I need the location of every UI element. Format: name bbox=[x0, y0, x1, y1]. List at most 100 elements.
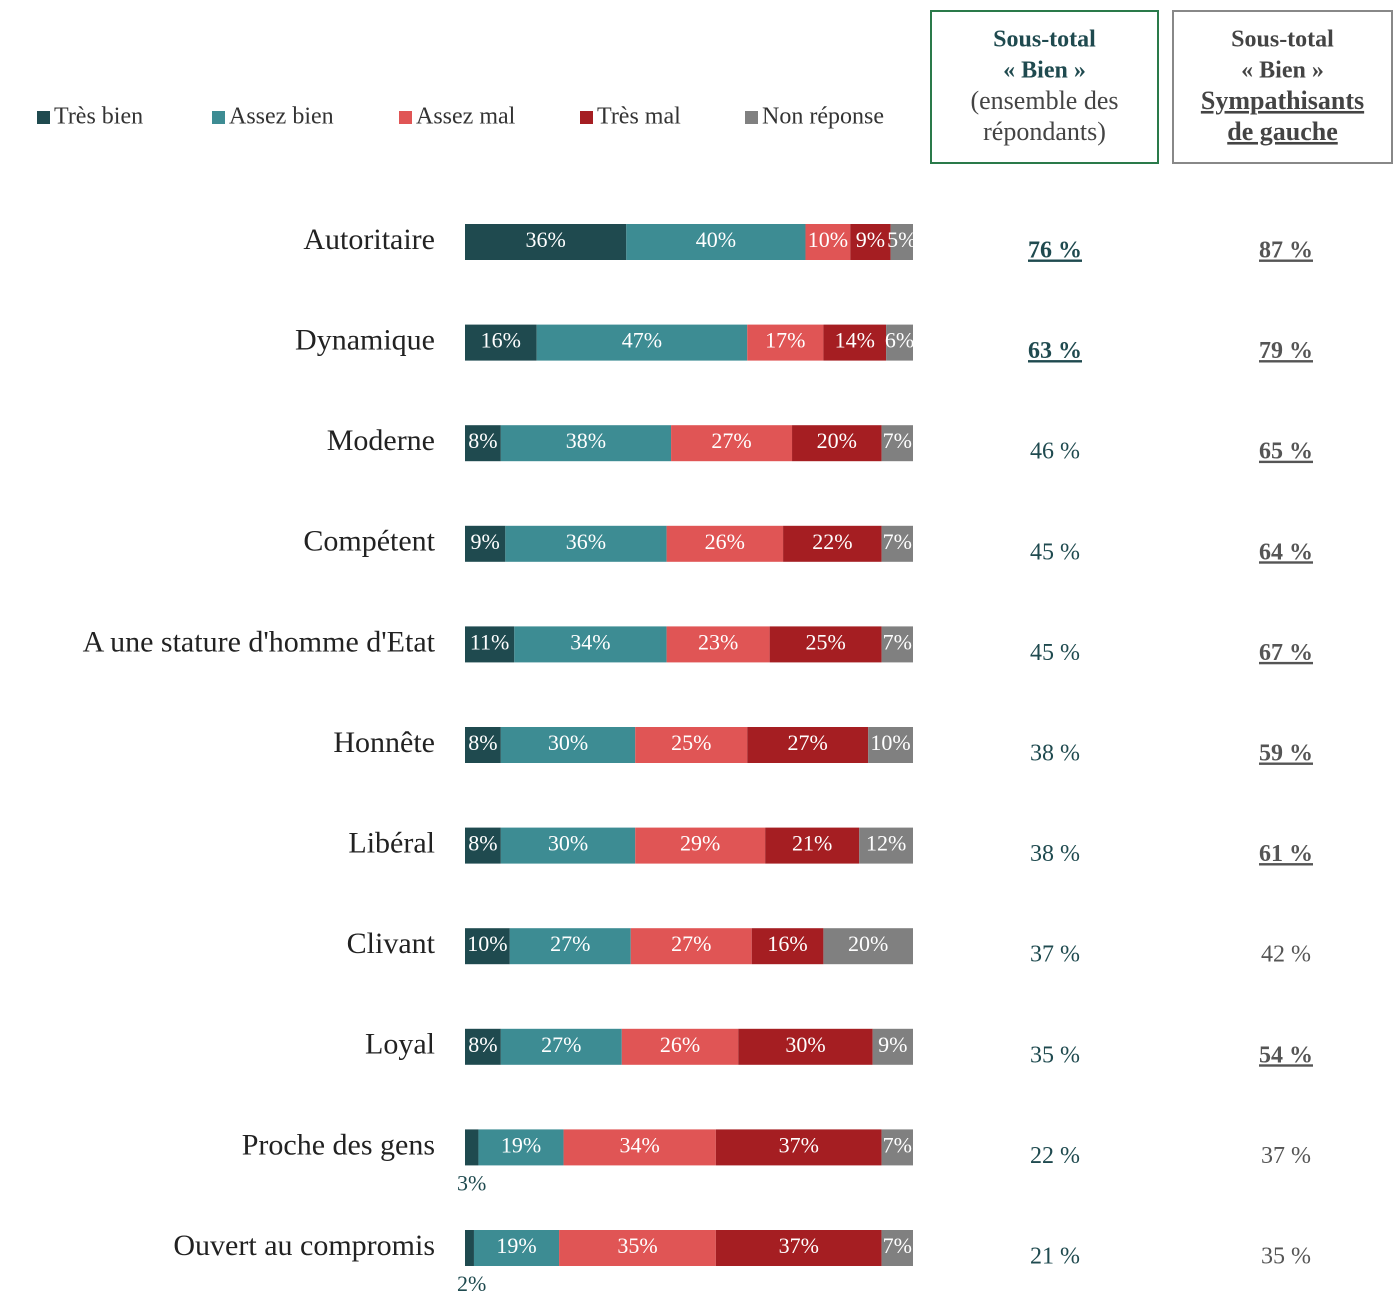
value-label: 11% bbox=[470, 629, 510, 654]
category-label: Dynamique bbox=[295, 323, 435, 356]
subtotal-value: 37 % bbox=[1030, 942, 1080, 968]
column-header-box bbox=[930, 10, 1159, 164]
bar-segment bbox=[671, 425, 793, 462]
bar-segment bbox=[765, 827, 860, 864]
value-label: 19% bbox=[501, 1132, 541, 1157]
value-label: 6% bbox=[885, 328, 914, 353]
category-label: Clivant bbox=[347, 927, 436, 960]
bar-segment bbox=[505, 525, 667, 562]
legend-label: Très mal bbox=[597, 104, 681, 130]
bar-segment bbox=[514, 626, 667, 663]
bar-segment bbox=[465, 626, 515, 663]
category-label: Compétent bbox=[303, 525, 435, 558]
bar-segment bbox=[881, 1129, 913, 1166]
subtotal-value: 64 % bbox=[1259, 539, 1313, 565]
subtotal-value: 45 % bbox=[1030, 539, 1080, 565]
subtotal-value: 79 % bbox=[1259, 338, 1313, 364]
value-label: 47% bbox=[622, 328, 662, 353]
bar-segment bbox=[478, 1129, 564, 1166]
value-label: 36% bbox=[525, 227, 565, 252]
value-label: 25% bbox=[805, 629, 845, 654]
legend-label: Assez mal bbox=[416, 104, 516, 130]
value-label: 36% bbox=[566, 529, 606, 554]
value-label: 21% bbox=[792, 831, 832, 856]
value-label: 27% bbox=[541, 1032, 581, 1057]
bar-segment bbox=[823, 324, 887, 361]
subtotal-value: 42 % bbox=[1261, 942, 1311, 968]
bar-segment bbox=[868, 727, 913, 763]
value-label: 8% bbox=[468, 831, 497, 856]
bar-segment bbox=[886, 324, 913, 361]
bar-segment bbox=[783, 525, 882, 562]
bar-segment bbox=[465, 525, 506, 562]
subtotal-value: 46 % bbox=[1030, 439, 1080, 465]
bar-segment bbox=[872, 1028, 913, 1065]
column-header: « Bien » bbox=[1241, 58, 1324, 84]
bar-segment bbox=[747, 727, 869, 763]
category-label: Honnête bbox=[333, 726, 435, 759]
bar-segment bbox=[890, 224, 913, 260]
category-label: Autoritaire bbox=[303, 223, 435, 256]
bar-segment bbox=[805, 224, 851, 260]
column-header: Sous-total bbox=[1231, 27, 1334, 53]
bar-segment bbox=[626, 224, 806, 260]
bar-segment bbox=[850, 224, 891, 260]
value-label: 8% bbox=[468, 1032, 497, 1057]
column-header: « Bien » bbox=[1003, 58, 1086, 84]
value-label: 3% bbox=[457, 1170, 486, 1195]
column-header: Sympathisants bbox=[1201, 86, 1364, 115]
column-header: Sous-total bbox=[993, 27, 1096, 53]
value-label: 40% bbox=[696, 227, 736, 252]
value-label: 8% bbox=[468, 428, 497, 453]
bar-segment bbox=[465, 224, 627, 260]
value-label: 30% bbox=[548, 730, 588, 755]
bar-segment bbox=[509, 928, 631, 965]
value-label: 34% bbox=[570, 629, 610, 654]
value-label: 12% bbox=[866, 831, 906, 856]
subtotal-value: 63 % bbox=[1028, 338, 1082, 364]
value-label: 34% bbox=[620, 1132, 660, 1157]
category-label: Libéral bbox=[348, 826, 435, 859]
value-label: 7% bbox=[883, 428, 912, 453]
value-label: 37% bbox=[779, 1132, 819, 1157]
bar-segment bbox=[465, 1129, 479, 1166]
value-label: 10% bbox=[467, 931, 507, 956]
value-label: 9% bbox=[878, 1032, 907, 1057]
subtotal-value: 38 % bbox=[1030, 741, 1080, 767]
subtotal-value: 21 % bbox=[1030, 1244, 1080, 1270]
value-label: 7% bbox=[883, 529, 912, 554]
legend-label: Non réponse bbox=[762, 104, 884, 130]
value-label: 14% bbox=[835, 328, 875, 353]
legend-label: Assez bien bbox=[229, 104, 334, 130]
value-label: 19% bbox=[496, 1233, 536, 1258]
bar-segment bbox=[881, 626, 913, 663]
value-label: 30% bbox=[548, 831, 588, 856]
value-label: 22% bbox=[812, 529, 852, 554]
subtotal-value: 87 % bbox=[1259, 238, 1313, 264]
bar-segment bbox=[881, 525, 913, 562]
bar-segment bbox=[666, 525, 784, 562]
column-header: (ensemble des bbox=[970, 86, 1118, 115]
bar-segment bbox=[465, 928, 510, 965]
value-label: 7% bbox=[883, 1233, 912, 1258]
value-label: 38% bbox=[566, 428, 606, 453]
subtotal-value: 59 % bbox=[1259, 741, 1313, 767]
subtotal-value: 61 % bbox=[1259, 841, 1313, 867]
category-label: A une stature d'homme d'Etat bbox=[83, 625, 436, 658]
value-label: 35% bbox=[617, 1233, 657, 1258]
bar-segment bbox=[465, 1028, 501, 1065]
value-label: 27% bbox=[711, 428, 751, 453]
legend-label: Très bien bbox=[54, 104, 143, 130]
category-label: Loyal bbox=[365, 1028, 435, 1061]
legend-swatch bbox=[37, 111, 50, 124]
bar-segment bbox=[666, 626, 770, 663]
bar-segment bbox=[559, 1230, 716, 1266]
value-label: 26% bbox=[660, 1032, 700, 1057]
bar-segment bbox=[635, 727, 748, 763]
bar-segment bbox=[473, 1230, 560, 1266]
bar-segment bbox=[465, 425, 501, 462]
subtotal-value: 38 % bbox=[1030, 841, 1080, 867]
bar-segment bbox=[465, 827, 501, 864]
value-label: 7% bbox=[883, 629, 912, 654]
